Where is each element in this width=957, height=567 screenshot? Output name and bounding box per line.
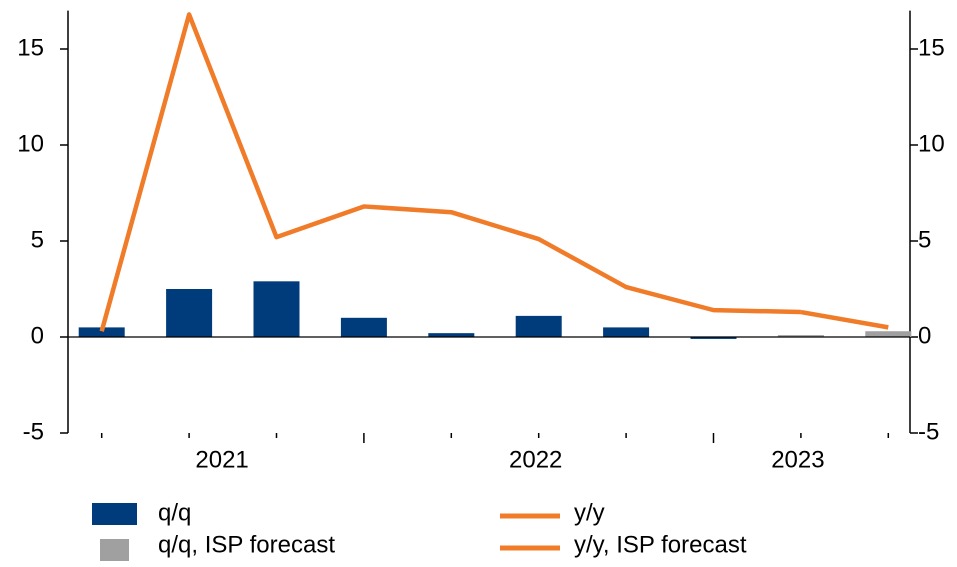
y2-tick-label: -5 bbox=[918, 418, 939, 445]
x-tick-label: 2022 bbox=[509, 446, 562, 473]
bar bbox=[515, 315, 562, 337]
bar bbox=[777, 335, 824, 337]
legend-label: y/y, ISP forecast bbox=[574, 531, 747, 558]
y-tick-label: 5 bbox=[31, 226, 44, 253]
bar bbox=[340, 317, 387, 337]
legend-swatch bbox=[100, 539, 129, 561]
y2-tick-label: 5 bbox=[918, 226, 931, 253]
legend-swatch bbox=[92, 503, 137, 525]
legend-label: q/q bbox=[158, 499, 191, 526]
x-tick-label: 2023 bbox=[771, 446, 824, 473]
y-tick-label: 0 bbox=[31, 322, 44, 349]
line bbox=[800, 309, 889, 330]
bar bbox=[166, 289, 213, 337]
y-tick-label: 15 bbox=[17, 34, 44, 61]
y2-tick-label: 0 bbox=[918, 322, 931, 349]
bar bbox=[865, 331, 912, 337]
line bbox=[99, 12, 801, 332]
legend-label: y/y bbox=[574, 499, 605, 526]
bar bbox=[428, 333, 475, 337]
y2-tick-label: 15 bbox=[918, 34, 945, 61]
y-tick-label: -5 bbox=[23, 418, 44, 445]
bar bbox=[603, 327, 650, 337]
bar bbox=[78, 327, 125, 337]
y2-tick-label: 10 bbox=[918, 130, 945, 157]
y-tick-label: 10 bbox=[17, 130, 44, 157]
bar bbox=[690, 337, 737, 339]
x-tick-label: 2021 bbox=[195, 446, 248, 473]
legend-label: q/q, ISP forecast bbox=[158, 531, 335, 558]
bar bbox=[253, 281, 300, 337]
